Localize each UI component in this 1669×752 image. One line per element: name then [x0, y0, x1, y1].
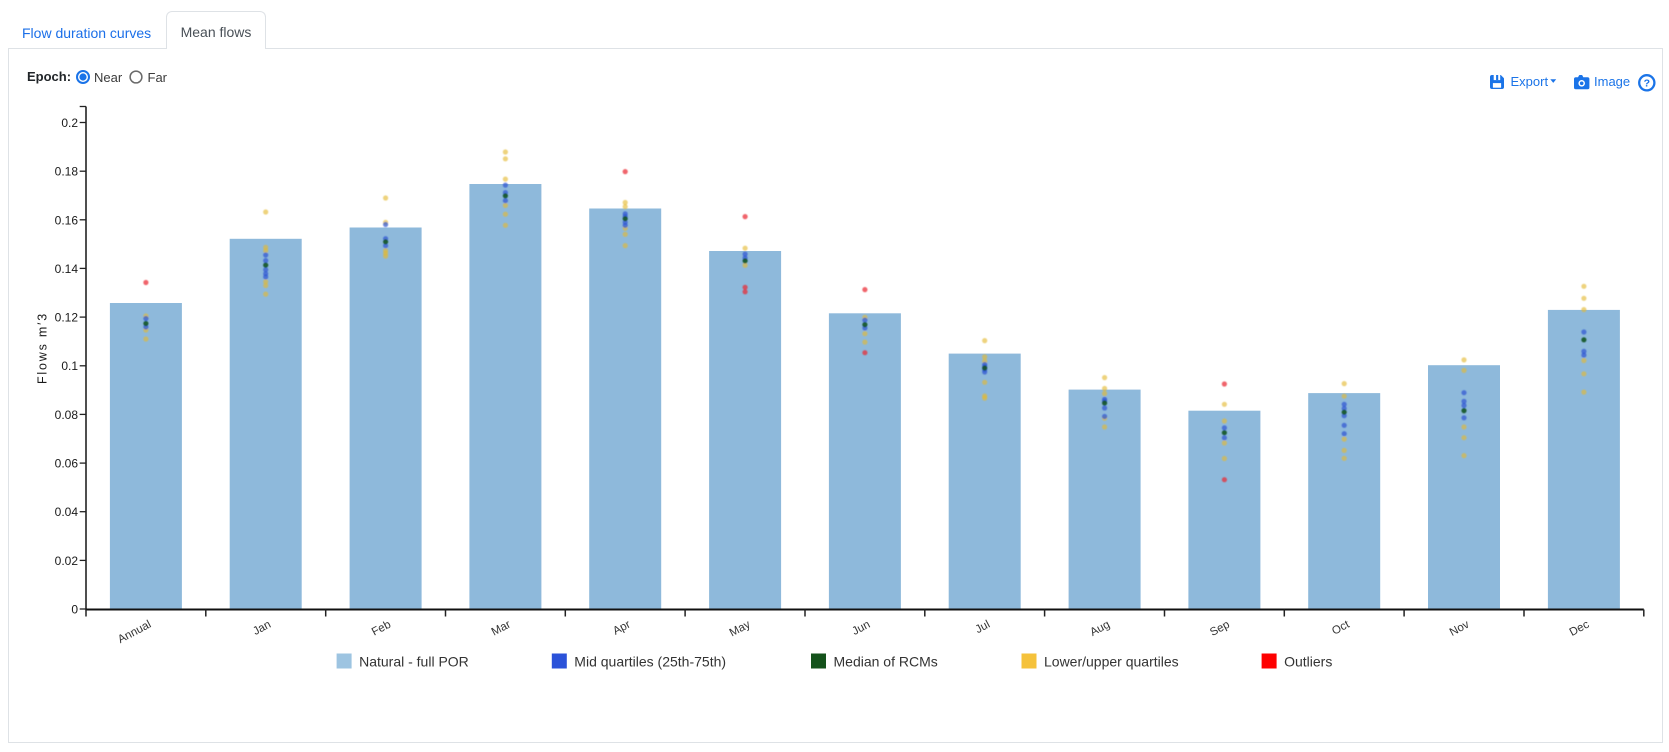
svg-text:Nov: Nov [1448, 619, 1472, 639]
svg-text:0.02: 0.02 [55, 554, 79, 568]
svg-text:0.08: 0.08 [55, 408, 79, 422]
svg-text:0.18: 0.18 [55, 165, 79, 179]
svg-text:Dec: Dec [1568, 619, 1592, 639]
svg-text:Jun: Jun [850, 619, 872, 638]
svg-text:Jul: Jul [973, 619, 992, 636]
svg-text:Flows m′3: Flows m′3 [36, 312, 50, 384]
svg-text:0: 0 [71, 603, 78, 617]
svg-text:Outliers: Outliers [1284, 654, 1332, 670]
svg-text:Oct: Oct [1330, 618, 1352, 637]
svg-text:Aug: Aug [1088, 619, 1112, 639]
svg-text:0.14: 0.14 [55, 262, 79, 276]
svg-text:0.2: 0.2 [61, 116, 78, 130]
svg-text:Lower/upper quartiles: Lower/upper quartiles [1044, 654, 1179, 670]
svg-text:0.12: 0.12 [55, 311, 79, 325]
svg-text:Apr: Apr [611, 619, 633, 638]
svg-text:Median of RCMs: Median of RCMs [834, 654, 938, 670]
svg-text:Jan: Jan [251, 619, 273, 638]
svg-text:May: May [728, 619, 753, 640]
svg-text:Feb: Feb [370, 619, 393, 639]
svg-text:0.16: 0.16 [55, 213, 79, 227]
svg-text:Annual: Annual [116, 619, 153, 646]
svg-text:Sep: Sep [1208, 619, 1232, 639]
svg-text:Natural - full POR: Natural - full POR [359, 654, 469, 670]
svg-text:Mar: Mar [490, 619, 513, 639]
svg-text:0.06: 0.06 [55, 457, 79, 471]
svg-text:Mid quartiles (25th-75th): Mid quartiles (25th-75th) [574, 654, 726, 670]
svg-text:?: ? [1643, 77, 1649, 89]
svg-text:0.04: 0.04 [55, 505, 79, 519]
svg-text:0.1: 0.1 [61, 359, 78, 373]
